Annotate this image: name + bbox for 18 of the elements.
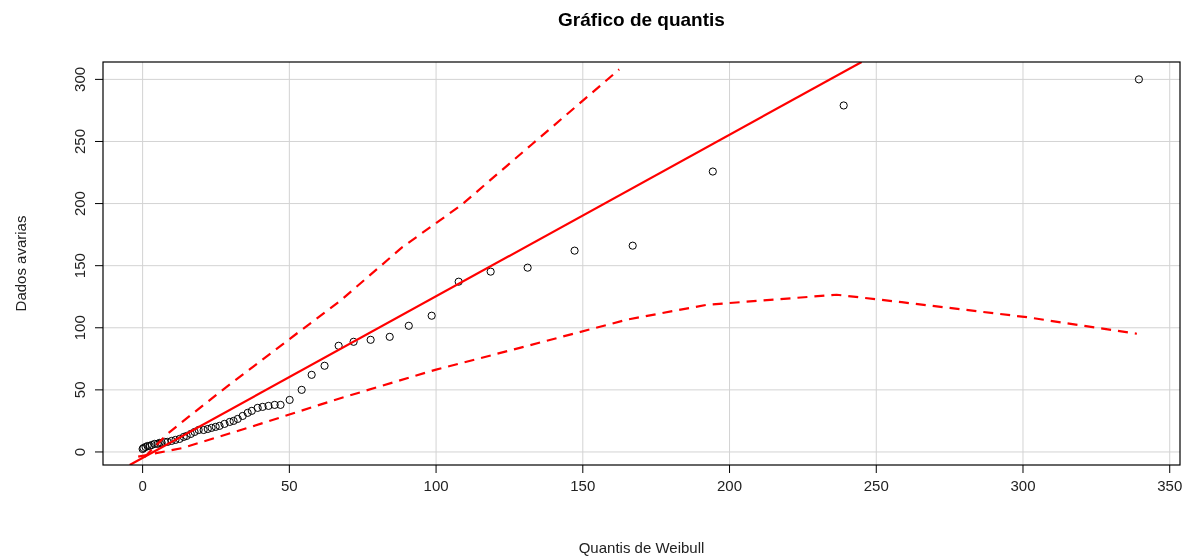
x-tick-label: 300 bbox=[1010, 477, 1036, 494]
y-axis-title: Dados avarias bbox=[12, 215, 29, 312]
y-tick-label: 50 bbox=[71, 381, 88, 399]
y-tick-label: 250 bbox=[71, 128, 88, 154]
x-tick-label: 350 bbox=[1157, 477, 1183, 494]
y-tick-label: 0 bbox=[71, 447, 88, 457]
y-tick-label: 300 bbox=[71, 66, 88, 92]
x-tick-label: 0 bbox=[138, 477, 147, 494]
x-tick-label: 150 bbox=[570, 477, 596, 494]
chart-title: Gráfico de quantis bbox=[558, 9, 725, 30]
x-tick-label: 200 bbox=[717, 477, 743, 494]
x-tick-label: 250 bbox=[863, 477, 889, 494]
y-tick-label: 200 bbox=[71, 191, 88, 217]
x-tick-label: 50 bbox=[281, 477, 298, 494]
x-axis-title: Quantis de Weibull bbox=[578, 539, 705, 556]
y-tick-label: 150 bbox=[71, 253, 88, 279]
y-tick-label: 100 bbox=[71, 315, 88, 341]
x-tick-label: 100 bbox=[423, 477, 449, 494]
